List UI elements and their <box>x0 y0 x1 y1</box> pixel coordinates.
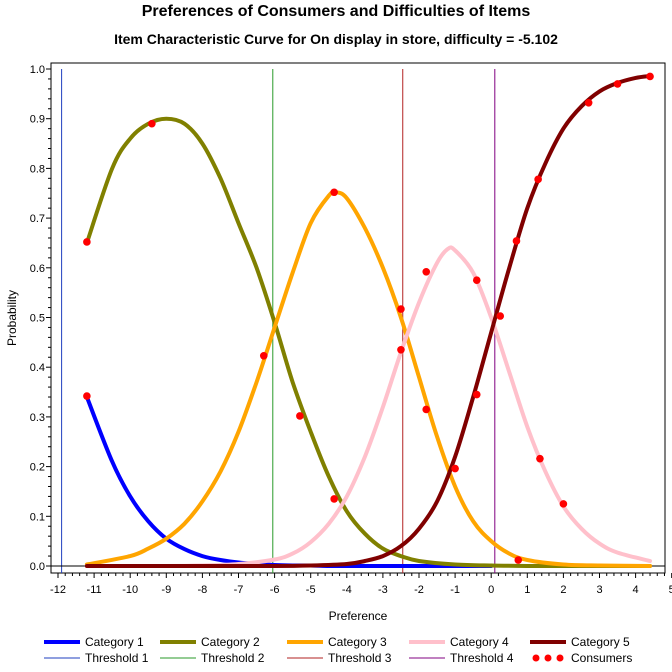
consumer-point <box>296 412 304 420</box>
legend-label: Category 3 <box>328 635 387 649</box>
legend-label: Category 1 <box>85 635 144 649</box>
series-line-category-5 <box>84 74 652 569</box>
x-tick-label: 4 <box>633 584 639 596</box>
consumer-point <box>536 454 544 463</box>
x-tick-label: -5 <box>306 584 316 596</box>
consumer-point <box>512 237 521 245</box>
x-tick-label: 5 <box>669 584 672 596</box>
y-tick-label: 0.4 <box>30 362 45 374</box>
x-tick-label: -2 <box>414 584 424 596</box>
consumer-points <box>83 72 654 564</box>
x-axis-label: Preference <box>329 609 388 623</box>
consumer-point <box>397 346 405 354</box>
consumer-point <box>422 405 431 414</box>
consumer-point <box>613 80 622 88</box>
legend-label: Threshold 3 <box>328 651 392 665</box>
consumer-point <box>148 119 156 128</box>
consumer-point <box>83 392 91 400</box>
x-tick-label: -1 <box>450 584 460 596</box>
legend-label: Threshold 2 <box>201 651 265 665</box>
chart-subtitle: Item Characteristic Curve for On display… <box>114 31 558 47</box>
legend-label: Consumers <box>571 651 632 665</box>
y-tick-label: 0.1 <box>30 511 45 523</box>
y-tick-label: 0.0 <box>30 561 45 573</box>
consumer-point <box>422 267 431 276</box>
legend-swatch <box>544 654 552 662</box>
series-lines <box>84 74 652 569</box>
legend-label: Category 4 <box>450 635 509 649</box>
y-tick-label: 1.0 <box>30 64 45 76</box>
x-tick-label: 1 <box>524 584 530 596</box>
legend-swatch <box>532 654 540 662</box>
chart-title: Preferences of Consumers and Difficultie… <box>142 3 531 20</box>
consumer-point <box>646 72 654 81</box>
x-tick-label: -3 <box>378 584 388 596</box>
y-tick-label: 0.5 <box>30 313 45 325</box>
x-tick-label: -11 <box>87 584 102 596</box>
consumer-point <box>496 312 505 320</box>
consumer-point <box>534 175 542 184</box>
legend-label: Threshold 1 <box>85 651 149 665</box>
y-tick-label: 0.3 <box>30 412 45 424</box>
consumer-point <box>472 276 481 285</box>
consumer-point <box>259 351 268 360</box>
y-tick-label: 0.6 <box>30 263 45 275</box>
legend: Category 1 Category 2 Category 3 Category 4… <box>44 635 632 665</box>
legend-label: Category 2 <box>201 635 260 649</box>
x-tick-label: -8 <box>198 584 208 596</box>
legend-label: Category 5 <box>571 635 630 649</box>
y-tick-label: 0.8 <box>30 163 45 175</box>
consumer-point <box>330 495 338 503</box>
consumer-point <box>559 500 568 508</box>
x-tick-label: -10 <box>122 584 138 596</box>
y-tick-label: 0.2 <box>30 462 45 474</box>
consumer-point <box>514 556 523 564</box>
series-line-category-3 <box>84 189 652 568</box>
consumer-point <box>330 188 338 197</box>
x-tick-label: -6 <box>270 584 280 596</box>
x-tick-label: -9 <box>161 584 171 596</box>
consumer-point <box>83 238 91 246</box>
legend-swatch <box>556 654 564 662</box>
x-tick-label: -4 <box>342 584 352 596</box>
consumer-point <box>584 98 593 107</box>
plot-frame <box>50 62 666 574</box>
consumer-point <box>397 305 405 313</box>
x-tick-label: 0 <box>488 584 494 596</box>
x-tick-label: -7 <box>234 584 244 596</box>
y-axis: 0.0 0.1 0.2 0.3 0.4 0.5 0.6 0.7 0.8 0.9 1.0 <box>30 64 51 573</box>
y-tick-label: 0.9 <box>30 114 45 126</box>
y-tick-label: 0.7 <box>30 213 45 225</box>
x-tick-label: 3 <box>596 584 602 596</box>
legend-label: Threshold 4 <box>450 651 514 665</box>
consumer-point <box>451 464 459 473</box>
series-line-category-4 <box>84 245 652 569</box>
x-tick-label: 2 <box>560 584 566 596</box>
consumer-point <box>472 390 481 399</box>
series-line-category-2 <box>84 116 652 569</box>
y-axis-label: Probability <box>5 290 19 346</box>
x-axis: -12 -11 -10 -9 -8 -7 -6 -5 -4 -3 -2 -1 0 1 2 3 4 5 <box>50 573 672 596</box>
x-tick-label: -12 <box>50 584 66 596</box>
